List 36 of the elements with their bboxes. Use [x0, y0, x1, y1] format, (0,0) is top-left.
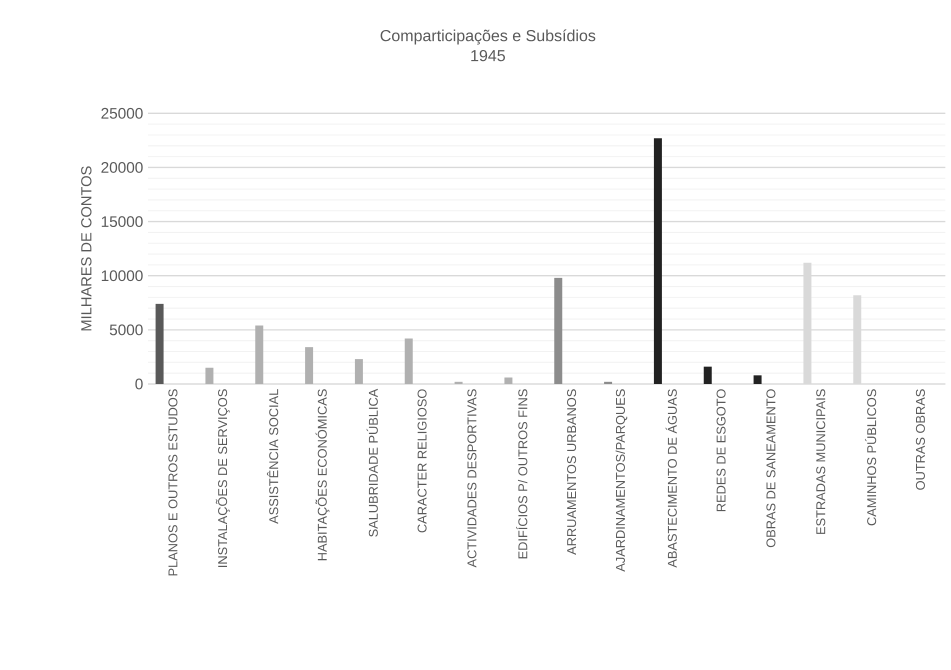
y-tick-label: 0 — [135, 378, 143, 390]
x-tick-label: INSTALAÇÕES DE SERVIÇOS — [216, 389, 230, 568]
y-tick-label: 15000 — [102, 216, 143, 228]
bar — [305, 347, 314, 384]
x-tick-label: CARACTER RELIGIOSO — [418, 389, 427, 532]
y-tick-label: 5000 — [110, 324, 143, 336]
x-tick-label: ESTRADAS MUNICIPAIS — [816, 389, 826, 534]
x-tick-label: ASSISTÊNCIA SOCIAL — [266, 389, 278, 524]
x-tick-label: ARRUAMENTOS URBANOS — [567, 389, 576, 555]
bar — [156, 304, 164, 384]
bar — [704, 366, 712, 384]
bar — [654, 138, 662, 384]
bar — [255, 326, 264, 384]
y-tick-label: 20000 — [101, 162, 143, 173]
x-tick-label: SALUBRIDADE PÚBLICA — [366, 388, 378, 537]
bar — [205, 368, 214, 384]
x-tick-label: PLANOS E OUTROS ESTUDOS — [168, 389, 178, 576]
x-tick-label: AJARDINAMENTOS/PARQUES — [616, 389, 628, 572]
bar — [404, 338, 413, 384]
x-tick-label: OUTRAS OBRAS — [916, 389, 925, 490]
x-tick-label: ABASTECIMENTO DE ÁGUAS — [666, 389, 677, 568]
y-axis-title: MILHARES DE CONTOS — [81, 166, 92, 330]
y-tick-label: 10000 — [102, 270, 143, 282]
x-tick-label: OBRAS DE SANEAMENTO — [766, 389, 776, 548]
bar — [354, 359, 363, 384]
bar — [504, 377, 512, 384]
bar — [554, 278, 562, 384]
bar — [754, 375, 762, 384]
x-tick-label: CAMINHOS PÚBLICOS — [864, 389, 876, 526]
x-tick-label: HABITAÇÕES ECONÓMICAS — [315, 389, 330, 560]
y-tick-label: 25000 — [101, 108, 143, 119]
x-tick-label: EDIFÍCIOS P/ OUTROS FINS — [516, 389, 528, 558]
x-tick-label: ACTIVIDADES DESPORTIVAS — [467, 389, 476, 568]
chart-subtitle: 1945 — [471, 50, 505, 62]
x-tick-label: REDES DE ESGOTO — [716, 389, 726, 512]
chart-title: Comparticipações e Subsídios — [380, 29, 596, 45]
